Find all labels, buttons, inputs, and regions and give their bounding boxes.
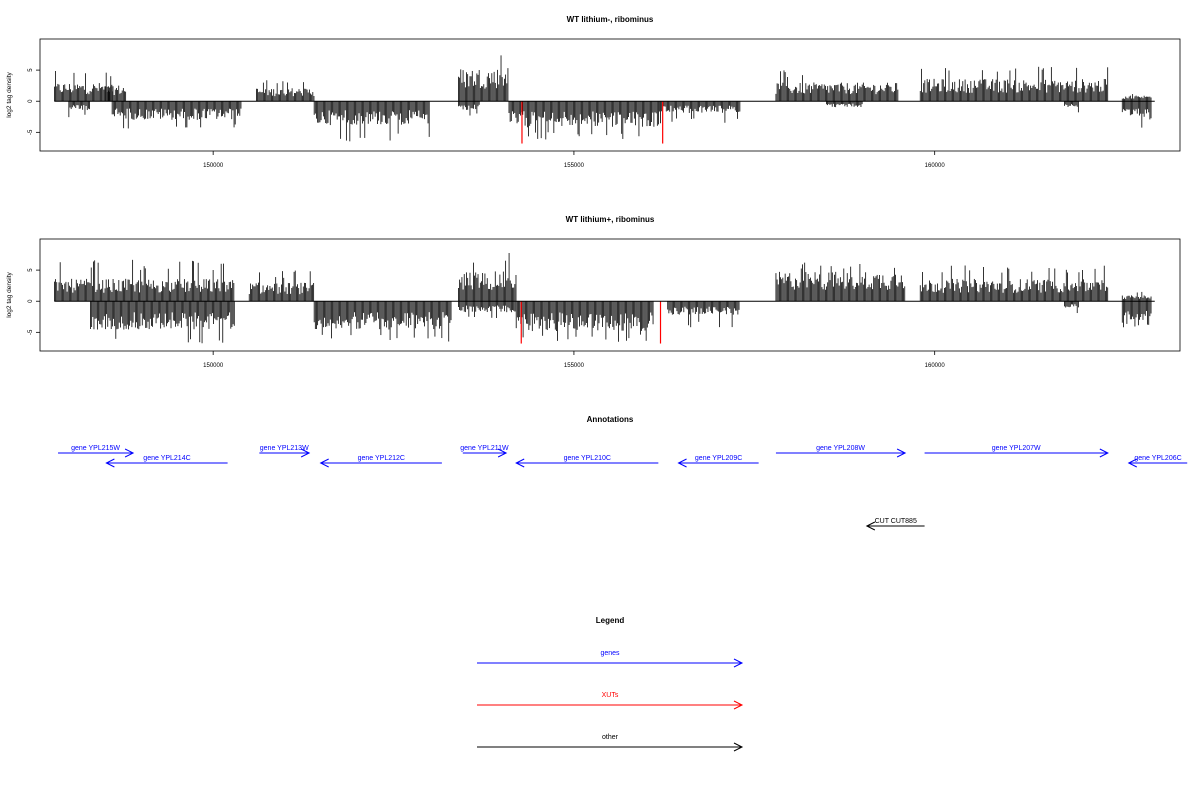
gene-arrow — [259, 448, 311, 458]
gene-arrow — [775, 448, 907, 458]
y-axis: -5 0 5 — [28, 68, 40, 135]
y-tick-label: 0 — [28, 299, 34, 303]
density-bars — [54, 252, 1152, 344]
x-tick-label: 160000 — [925, 163, 946, 169]
gene-label: gene YPL212C — [358, 455, 405, 462]
y-tick-label: -5 — [28, 329, 34, 335]
xut-highlight-bars — [520, 301, 662, 344]
legend-title: Legend — [596, 616, 625, 625]
gene-arrow — [58, 448, 135, 458]
gene-label: gene YPL214C — [143, 455, 190, 462]
other-feature-label: CUT CUT885 — [875, 518, 917, 525]
xut-highlight-bars — [521, 101, 664, 144]
gene-arrow — [924, 448, 1109, 458]
legend-arrow-genes — [477, 658, 744, 668]
annotations-title: Annotations — [587, 415, 634, 424]
gene-label: gene YPL211W — [460, 445, 509, 452]
x-axis: 150000 155000 160000 — [203, 351, 945, 369]
x-tick-label: 155000 — [564, 163, 585, 169]
gene-label: gene YPL210C — [564, 455, 611, 462]
legend-items: genes XUTs other — [477, 650, 744, 752]
gene-arrow — [515, 458, 659, 468]
gene-arrow — [462, 448, 508, 458]
density-panel-lithium-minus: WT lithium-, ribominus -5 0 5 150000 155000… — [6, 15, 1181, 169]
x-tick-label: 155000 — [564, 363, 585, 369]
y-axis-label: log2 tag density — [6, 271, 13, 317]
gene-arrow — [1127, 458, 1188, 468]
y-axis: -5 0 5 — [28, 268, 40, 335]
gene-arrow — [105, 458, 228, 468]
density-panel-lithium-plus: WT lithium+, ribominus -5 0 5 150000 155000… — [6, 215, 1181, 369]
plot-frame — [39, 238, 1181, 352]
legend: Legend genes XUTs other — [477, 616, 744, 752]
gene-arrow — [677, 458, 759, 468]
density-bars — [54, 55, 1152, 142]
annotation-arrows: gene YPL215W gene YPL214C gene YPL213W gene… — [58, 445, 1188, 531]
x-tick-label: 150000 — [203, 163, 224, 169]
gene-label: gene YPL207W — [992, 445, 1041, 452]
y-tick-label: 5 — [28, 268, 34, 272]
x-tick-label: 160000 — [925, 363, 946, 369]
x-tick-label: 150000 — [203, 363, 224, 369]
legend-label: XUTs — [602, 692, 619, 699]
gene-label: gene YPL213W — [260, 445, 309, 452]
gene-label: gene YPL215W — [71, 445, 120, 452]
panel-title: WT lithium-, ribominus — [567, 15, 654, 24]
x-axis: 150000 155000 160000 — [203, 151, 945, 169]
plot-frame — [39, 38, 1181, 152]
gene-label: gene YPL206C — [1134, 455, 1181, 462]
y-axis-label: log2 tag density — [6, 71, 13, 117]
legend-label: genes — [600, 650, 620, 657]
legend-arrow-other — [477, 742, 744, 752]
y-tick-label: 0 — [28, 99, 34, 103]
y-tick-label: 5 — [28, 68, 34, 72]
panel-title: WT lithium+, ribominus — [566, 215, 655, 224]
legend-arrow-xuts — [477, 700, 744, 710]
gene-arrow — [319, 458, 442, 468]
legend-label: other — [602, 734, 619, 741]
gene-label: gene YPL209C — [695, 455, 742, 462]
gene-label: gene YPL208W — [816, 445, 865, 452]
y-tick-label: -5 — [28, 129, 34, 135]
other-feature-arrow — [865, 521, 925, 531]
